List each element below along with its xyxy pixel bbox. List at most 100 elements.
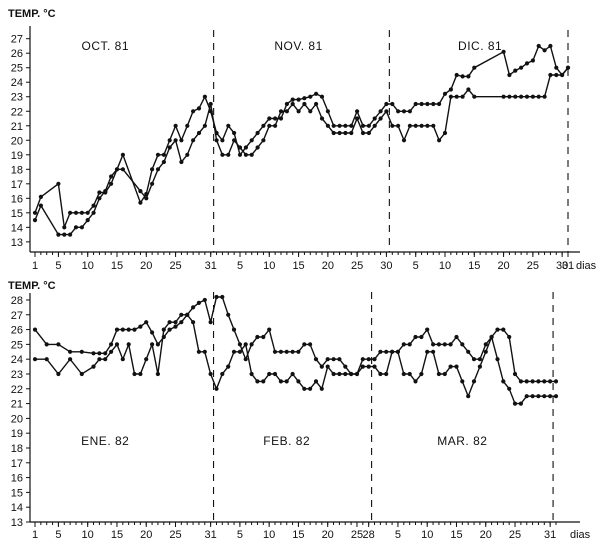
data-point [214, 294, 219, 300]
y-tick-label: 16 [11, 473, 23, 485]
data-point [483, 342, 488, 347]
data-point [68, 357, 73, 362]
data-point [167, 327, 172, 332]
data-point [179, 320, 184, 325]
data-point [73, 210, 79, 215]
data-point [477, 364, 482, 369]
x-tick-label: 5 [395, 529, 401, 541]
data-point [460, 342, 465, 347]
data-point [138, 371, 143, 377]
data-point [401, 371, 406, 377]
x-tick-label: 20 [480, 529, 492, 541]
data-point [196, 106, 202, 111]
data-point [302, 101, 307, 107]
data-point [278, 379, 283, 384]
x-tick-label: 31 [204, 529, 216, 541]
data-point [337, 123, 342, 128]
series-line [34, 67, 569, 236]
y-axis-title: TEMP. °C [8, 280, 56, 292]
data-point [548, 43, 553, 49]
data-point [150, 342, 155, 347]
data-point [313, 357, 319, 362]
y-tick-label: 27 [11, 34, 23, 46]
y-tick-label: 20 [11, 135, 23, 147]
data-point [126, 342, 131, 347]
data-point [62, 225, 67, 230]
data-point [553, 379, 559, 384]
data-point [91, 364, 96, 369]
data-point [120, 357, 125, 362]
month-label: MAR. 82 [437, 434, 487, 448]
x-tick-label: 10 [439, 260, 451, 272]
x-tick-label: 25 [351, 260, 363, 272]
data-point [150, 181, 155, 186]
y-tick-label: 13 [11, 517, 23, 529]
data-point [255, 334, 260, 340]
data-point [524, 94, 530, 99]
data-point [103, 351, 108, 356]
data-point [196, 300, 201, 305]
data-point [553, 394, 559, 399]
data-point [208, 101, 213, 107]
data-point [407, 371, 412, 377]
y-tick-label: 25 [11, 339, 23, 351]
data-point [56, 371, 61, 377]
data-point [308, 342, 313, 347]
x-tick-label: 20 [497, 260, 509, 272]
data-point [302, 342, 307, 347]
y-tick-label: 21 [11, 399, 23, 411]
data-point [530, 379, 535, 384]
data-point [314, 91, 319, 96]
data-point [97, 196, 102, 201]
data-point [161, 327, 166, 332]
data-point [273, 116, 278, 121]
y-tick-label: 18 [11, 443, 23, 455]
data-point [401, 109, 407, 114]
data-point [220, 152, 225, 157]
data-point [308, 109, 313, 114]
data-point [144, 196, 149, 201]
data-point [442, 342, 447, 347]
x-tick-label: 15 [111, 260, 123, 272]
data-point [548, 72, 553, 78]
data-point [378, 349, 383, 354]
data-point [495, 327, 500, 332]
data-point [436, 371, 441, 377]
x-tick-label: 25 [169, 529, 181, 541]
data-point [109, 349, 114, 354]
data-point [355, 109, 360, 114]
data-point [278, 349, 283, 354]
data-point [237, 145, 243, 150]
data-point [226, 152, 231, 157]
data-point [79, 225, 84, 230]
data-point [372, 357, 377, 362]
data-point [68, 349, 73, 354]
data-point [501, 379, 506, 384]
data-point [290, 349, 295, 354]
x-tick-label: 30 [380, 260, 392, 272]
data-point [366, 123, 371, 128]
data-point [91, 210, 96, 215]
data-point [360, 130, 366, 136]
data-point [191, 109, 196, 114]
data-point [179, 159, 184, 165]
data-point [232, 130, 237, 136]
data-point [384, 371, 389, 377]
data-point [167, 138, 172, 143]
data-point [413, 101, 418, 107]
x-tick-label: 31 [544, 529, 556, 541]
data-point [343, 371, 348, 377]
data-point [337, 371, 342, 377]
data-point [109, 342, 114, 347]
data-point [284, 349, 289, 354]
data-point [249, 138, 254, 143]
x-tick-label: 20 [140, 529, 152, 541]
x-tick-label: 5 [237, 260, 243, 272]
data-point [272, 371, 278, 377]
data-point [530, 94, 536, 99]
data-point [360, 123, 366, 128]
data-point [325, 357, 330, 362]
data-point [425, 349, 430, 354]
data-point [44, 357, 49, 362]
